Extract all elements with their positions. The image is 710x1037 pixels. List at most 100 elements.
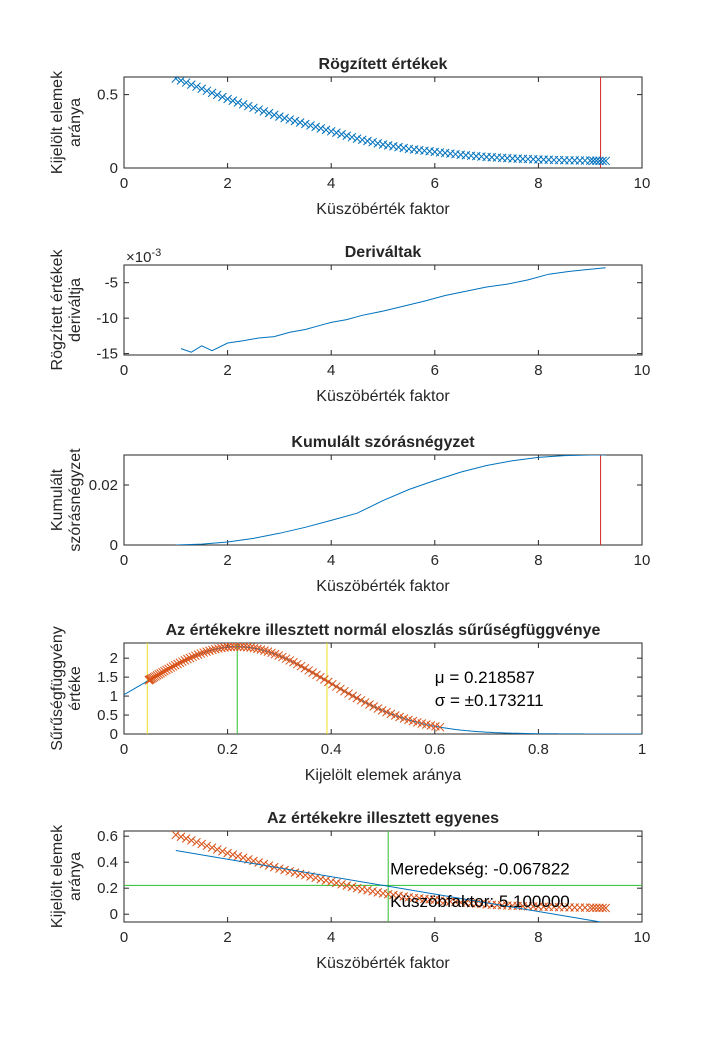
x-tick-label: 8 — [534, 552, 542, 569]
marker-x — [226, 643, 236, 652]
annotation: μ = 0.218587 — [435, 668, 535, 687]
marker-x — [340, 686, 349, 696]
marker-x — [238, 99, 248, 109]
x-axis-label: Küszöbérték faktor — [316, 578, 450, 595]
x-tick-label: 4 — [327, 929, 335, 946]
marker-x — [173, 659, 182, 669]
x-tick-label: 0.6 — [424, 741, 445, 758]
x-axis-label: Küszöbérték faktor — [316, 955, 450, 972]
marker-x — [246, 643, 255, 652]
x-tick-label: 0 — [120, 741, 128, 758]
marker-x — [394, 142, 403, 152]
marker-x — [164, 664, 173, 674]
y-tick-label: -5 — [105, 275, 118, 292]
y-tick-label: 0 — [110, 906, 118, 923]
marker-x — [352, 134, 362, 143]
marker-x — [368, 886, 377, 896]
marker-x — [260, 646, 269, 655]
marker-x — [218, 846, 227, 856]
marker-x — [304, 666, 314, 675]
marker-x — [373, 138, 383, 148]
marker-x — [192, 82, 201, 92]
marker-x — [166, 663, 176, 673]
marker-x — [326, 126, 336, 136]
marker-x — [202, 841, 212, 851]
marker-x — [601, 903, 611, 913]
marker-x — [348, 691, 358, 701]
x-tick-label: 6 — [431, 929, 439, 946]
marker-x — [316, 874, 326, 884]
marker-x — [377, 705, 387, 715]
y-tick-label: 0.4 — [97, 854, 118, 871]
marker-x — [264, 861, 274, 870]
y-axis-label: Kumuláltszórásnégyzet — [49, 448, 84, 552]
marker-x — [399, 143, 409, 153]
chart-4: Az értékekre illesztett normál eloszlás … — [49, 622, 646, 784]
y-exponent-label: ×10-3 — [126, 247, 161, 266]
annotation: Küszöbfaktor: 5.100000 — [390, 892, 570, 911]
marker-x — [160, 666, 169, 676]
x-tick-label: 0 — [120, 175, 128, 192]
marker-x — [181, 78, 191, 87]
marker-x — [186, 80, 196, 89]
marker-x — [347, 882, 357, 892]
marker-x — [323, 677, 333, 687]
marker-x — [311, 122, 321, 132]
axes-box — [123, 642, 643, 735]
chart-title: Kumulált szórásnégyzet — [291, 434, 475, 451]
x-tick-label: 2 — [223, 362, 231, 379]
marker-x — [344, 689, 353, 698]
x-tick-label: 2 — [223, 552, 231, 569]
marker-x — [290, 116, 300, 126]
x-tick-label: 0 — [120, 552, 128, 569]
marker-x — [170, 660, 180, 670]
series-line — [175, 850, 601, 922]
marker-x — [347, 132, 357, 142]
x-tick-label: 6 — [431, 552, 439, 569]
plot-area — [180, 267, 606, 353]
marker-x — [185, 653, 195, 663]
y-tick-label: 0 — [110, 537, 118, 554]
marker-x — [205, 646, 214, 656]
marker-x — [183, 654, 192, 664]
chart-title: Az értékekre illesztett normál eloszlás … — [166, 622, 601, 639]
y-axis-label: Rögzített értékekderiváltja — [49, 249, 84, 371]
marker-x — [592, 903, 601, 913]
marker-x — [223, 94, 232, 104]
y-tick-label: 0.5 — [97, 707, 118, 724]
x-tick-label: 0.2 — [217, 741, 238, 758]
marker-x — [253, 644, 262, 654]
x-tick-label: 10 — [634, 175, 651, 192]
x-tick-label: 8 — [534, 362, 542, 379]
marker-x — [264, 108, 274, 118]
y-axis-label: Sűrűségfüggvényértéke — [49, 626, 84, 751]
marker-x — [342, 881, 352, 890]
marker-x — [236, 643, 245, 652]
marker-x — [256, 645, 266, 655]
x-tick-label: 4 — [327, 552, 335, 569]
x-tick-label: 2 — [223, 929, 231, 946]
marker-x — [190, 651, 200, 661]
chart-1: Rögzített értékek 0 2 4 6 8 10 0 0.5 Küszöbérték … — [49, 56, 650, 218]
marker-x — [178, 657, 187, 666]
chart-2: Deriváltak 0 2 4 6 8 10 -15 -10 -5 ×10-3 Küszöbérté… — [49, 244, 650, 405]
marker-x — [259, 106, 269, 116]
marker-x — [316, 672, 325, 682]
axes-box — [123, 454, 643, 546]
marker-x — [327, 679, 337, 689]
chart-title: Rögzített értékek — [319, 56, 448, 73]
marker-x — [352, 693, 362, 703]
chart-3: Kumulált szórásnégyzet 0 2 4 6 8 10 0 0.02 Küszöb… — [49, 434, 650, 595]
marker-x — [373, 888, 383, 897]
marker-x — [337, 879, 346, 889]
marker-x — [435, 722, 445, 732]
marker-x — [168, 662, 178, 671]
marker-x — [243, 101, 253, 111]
marker-x — [316, 124, 326, 133]
y-tick-label: 0 — [110, 160, 118, 177]
y-tick-label: 1 — [110, 688, 118, 705]
marker-x — [228, 96, 238, 106]
axes-box — [123, 264, 643, 356]
marker-x — [212, 90, 222, 100]
y-tick-label: -15 — [96, 346, 118, 363]
